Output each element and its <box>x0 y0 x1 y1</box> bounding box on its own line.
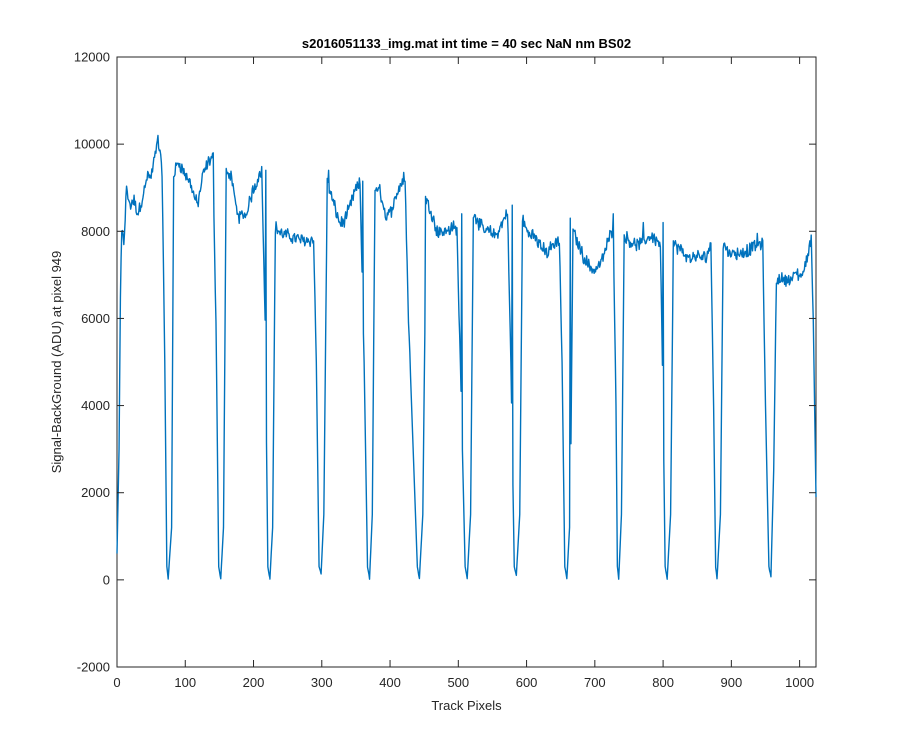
y-axis-label: Signal-BackGround (ADU) at pixel 949 <box>49 251 64 474</box>
x-tick-label: 900 <box>721 675 743 690</box>
x-tick-label: 1000 <box>785 675 814 690</box>
x-tick-label: 300 <box>311 675 333 690</box>
signal-series-line <box>116 134 817 580</box>
x-tick-label: 400 <box>379 675 401 690</box>
y-tick-label: 2000 <box>81 485 110 500</box>
x-tick-label: 700 <box>584 675 606 690</box>
x-tick-label: 100 <box>174 675 196 690</box>
x-tick-label: 600 <box>516 675 538 690</box>
y-tick-label: 6000 <box>81 311 110 326</box>
x-tick-label: 800 <box>652 675 674 690</box>
chart-title: s2016051133_img.mat int time = 40 sec Na… <box>302 36 631 51</box>
y-tick-label: 0 <box>103 572 110 587</box>
y-tick-label: 8000 <box>81 224 110 239</box>
y-tick-label: 12000 <box>74 50 110 65</box>
x-tick-label: 500 <box>447 675 469 690</box>
plot-area <box>116 56 817 668</box>
x-tick-label: 0 <box>113 675 120 690</box>
x-tick-label: 200 <box>243 675 265 690</box>
x-axis-label: Track Pixels <box>431 698 502 713</box>
y-tick-label: 4000 <box>81 398 110 413</box>
y-tick-label: 10000 <box>74 137 110 152</box>
y-tick-label: -2000 <box>77 660 110 675</box>
